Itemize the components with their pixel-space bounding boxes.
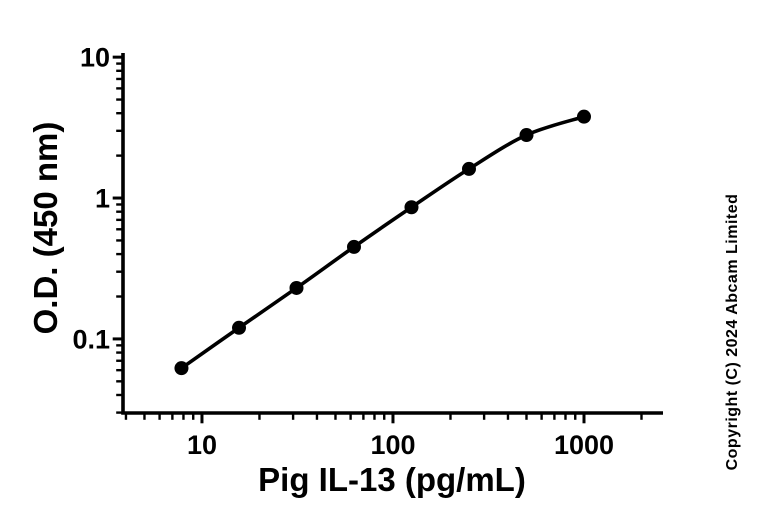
data-point-marker (174, 361, 189, 376)
data-point-marker (289, 280, 304, 295)
y-tick-label: 0.1 (72, 324, 110, 354)
x-tick-label: 1000 (554, 430, 614, 460)
data-point-marker (404, 200, 419, 215)
x-tick-label: 100 (370, 430, 415, 460)
x-tick-label: 10 (187, 430, 217, 460)
data-point-marker (232, 320, 247, 335)
data-point-marker (461, 161, 476, 176)
y-axis-title: O.D. (450 nm) (27, 121, 64, 335)
data-point-marker (519, 128, 534, 143)
y-tick-label: 10 (80, 43, 110, 73)
data-point-marker (346, 239, 361, 254)
x-axis-title: Pig IL-13 (pg/mL) (258, 461, 526, 498)
data-point-marker (576, 109, 591, 124)
y-tick-label: 1 (95, 184, 110, 214)
copyright-notice: Copyright (C) 2024 Abcam Limited (724, 193, 741, 471)
axis-spine (121, 53, 663, 415)
